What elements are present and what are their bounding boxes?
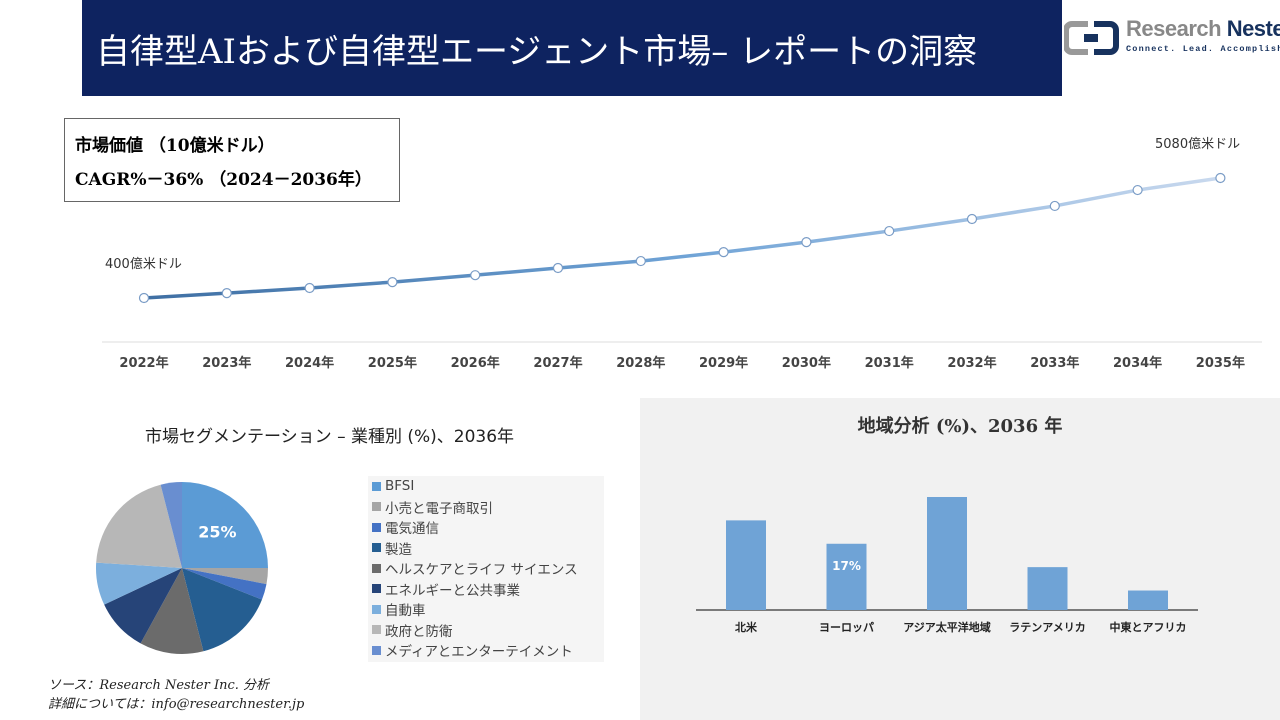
- legend-label: 電気通信: [385, 521, 439, 538]
- legend-item: 自動車: [368, 599, 604, 620]
- x-tick-label: 2031年: [865, 355, 914, 371]
- pie-slice: [182, 568, 267, 600]
- bar: [1128, 590, 1168, 610]
- legend-swatch: [372, 502, 381, 512]
- data-point: [470, 270, 481, 281]
- bar-title: 地域分析 (%)、2036 年: [857, 416, 1063, 437]
- pie-slice: [96, 484, 182, 568]
- x-tick-label: 2032年: [947, 355, 996, 371]
- x-tick-label: ヨーロッパ: [819, 621, 874, 634]
- x-tick-label: 2025年: [368, 355, 417, 371]
- x-tick-label: 2035年: [1196, 355, 1245, 371]
- data-point: [966, 213, 978, 225]
- logo-icon: [1064, 21, 1119, 55]
- legend-label: 製造: [385, 541, 412, 558]
- bar: [726, 520, 766, 610]
- legend-label: 政府と防衛: [385, 623, 453, 640]
- region-panel: 地域分析 (%)、2036 年 北米 17% ヨーロッパ アジア太平洋地域 ラテンアメリ…: [640, 398, 1280, 720]
- legend-swatch: [372, 625, 381, 635]
- data-point: [884, 225, 895, 237]
- pie-data-label: 25%: [198, 523, 236, 542]
- market-value-label: 市場価値 （10億米ドル）: [75, 136, 275, 156]
- line-chart: 2022年 2023年 2024年 2025年 2026年 2027年 2028年 2029年…: [102, 136, 1262, 371]
- legend-swatch: [372, 563, 381, 573]
- legend-label: 自動車: [385, 603, 426, 620]
- data-point: [801, 237, 812, 248]
- end-annotation: 5080億米ドル: [1155, 136, 1240, 152]
- x-tick-label: 2029年: [699, 355, 748, 371]
- market-info-box: 市場価値 （10億米ドル） CAGR%－36% （2024－2036年）: [64, 118, 400, 202]
- x-tick-label: 2024年: [285, 355, 334, 371]
- data-point: [304, 282, 315, 294]
- x-tick-label: アジア太平洋地域: [903, 620, 991, 634]
- source-note: ソース：Research Nester Inc. 分析 詳細については：info…: [48, 676, 304, 714]
- x-tick-label: 中東とアフリカ: [1110, 620, 1187, 634]
- legend-label: 小売と電子商取引: [385, 500, 493, 517]
- contact-line: 詳細については：info@researchnester.jp: [48, 697, 305, 712]
- data-point: [1049, 200, 1060, 212]
- legend-item: 小売と電子商取引: [368, 497, 604, 518]
- pie-slice: [140, 568, 204, 654]
- x-tick-label: 2026年: [451, 355, 500, 371]
- legend-item: ヘルスケアとライフ サイエンス: [368, 558, 604, 579]
- legend-item: 電気通信: [368, 517, 604, 538]
- x-tick-label: 2027年: [533, 355, 582, 371]
- pie-slice: [160, 482, 182, 568]
- legend-swatch: [372, 645, 381, 655]
- legend-swatch: [372, 604, 381, 614]
- legend-label: ヘルスケアとライフ サイエンス: [385, 562, 578, 579]
- x-tick-label: 2028年: [616, 355, 665, 371]
- legend-label: エネルギーと公共事業: [385, 582, 520, 599]
- pie-title: 市場セグメンテーション – 業種別 (%)、2036年: [145, 427, 515, 447]
- legend-item: メディアとエンターテイメント: [368, 640, 604, 661]
- data-point: [1132, 184, 1143, 196]
- logo-tagline: Connect. Lead. Accomplish: [1126, 44, 1280, 54]
- pie-slice: [104, 568, 182, 644]
- x-tick-label: 2023年: [202, 355, 251, 371]
- data-point: [552, 262, 564, 274]
- pie-chart: 25%: [96, 482, 268, 654]
- pie-slice: [182, 482, 268, 568]
- source-line: ソース：Research Nester Inc. 分析: [48, 678, 270, 693]
- bar: [927, 497, 967, 610]
- data-point: [718, 247, 729, 258]
- x-tick-label: 2034年: [1113, 355, 1162, 371]
- legend-item: 政府と防衛: [368, 620, 604, 641]
- bar-data-label: 17%: [832, 559, 861, 573]
- page-title: 自律型AIおよび自律型エージェント市場– レポートの洞察: [82, 0, 1062, 96]
- pie-slice: [96, 562, 182, 605]
- legend-swatch: [372, 584, 381, 594]
- x-tick-label: 2022年: [119, 355, 168, 371]
- legend-swatch: [372, 543, 381, 553]
- logo: Research Nester Connect. Lead. Accomplis…: [1064, 14, 1280, 64]
- start-annotation: 400億米ドル: [105, 256, 182, 272]
- pie-legend: BFSI 小売と電子商取引 電気通信製造ヘルスケアとライフ サイエンス エネルギーと公…: [368, 476, 604, 662]
- data-point: [138, 292, 150, 304]
- bar: [826, 543, 867, 610]
- pie-slice: [182, 568, 268, 585]
- x-tick-label: 北米: [735, 620, 758, 634]
- logo-name: Research Nester: [1126, 16, 1280, 41]
- legend-label: メディアとエンターテイメント: [385, 644, 573, 661]
- data-point: [221, 288, 232, 299]
- data-point: [387, 277, 398, 288]
- cagr-label: CAGR%－36% （2024－2036年）: [75, 170, 372, 190]
- x-tick-label: 2030年: [782, 355, 831, 371]
- x-tick-label: ラテンアメリカ: [1009, 621, 1085, 634]
- legend-label: BFSI: [385, 478, 415, 495]
- bar-chart: 北米 17% ヨーロッパ アジア太平洋地域 ラテンアメリカ 中東とアフリカ: [696, 497, 1198, 634]
- data-point: [635, 255, 646, 267]
- title-text: 自律型AIおよび自律型エージェント市場– レポートの洞察: [96, 31, 978, 72]
- legend-swatch: [372, 481, 381, 491]
- legend-item: エネルギーと公共事業: [368, 579, 604, 600]
- data-point: [1215, 172, 1226, 184]
- bar: [1027, 567, 1068, 610]
- x-tick-label: 2033年: [1030, 355, 1079, 371]
- legend-item: BFSI: [368, 476, 604, 497]
- legend-swatch: [372, 522, 381, 532]
- line-series: [143, 176, 1221, 300]
- pie-slice: [182, 568, 262, 652]
- legend-item: 製造: [368, 538, 604, 559]
